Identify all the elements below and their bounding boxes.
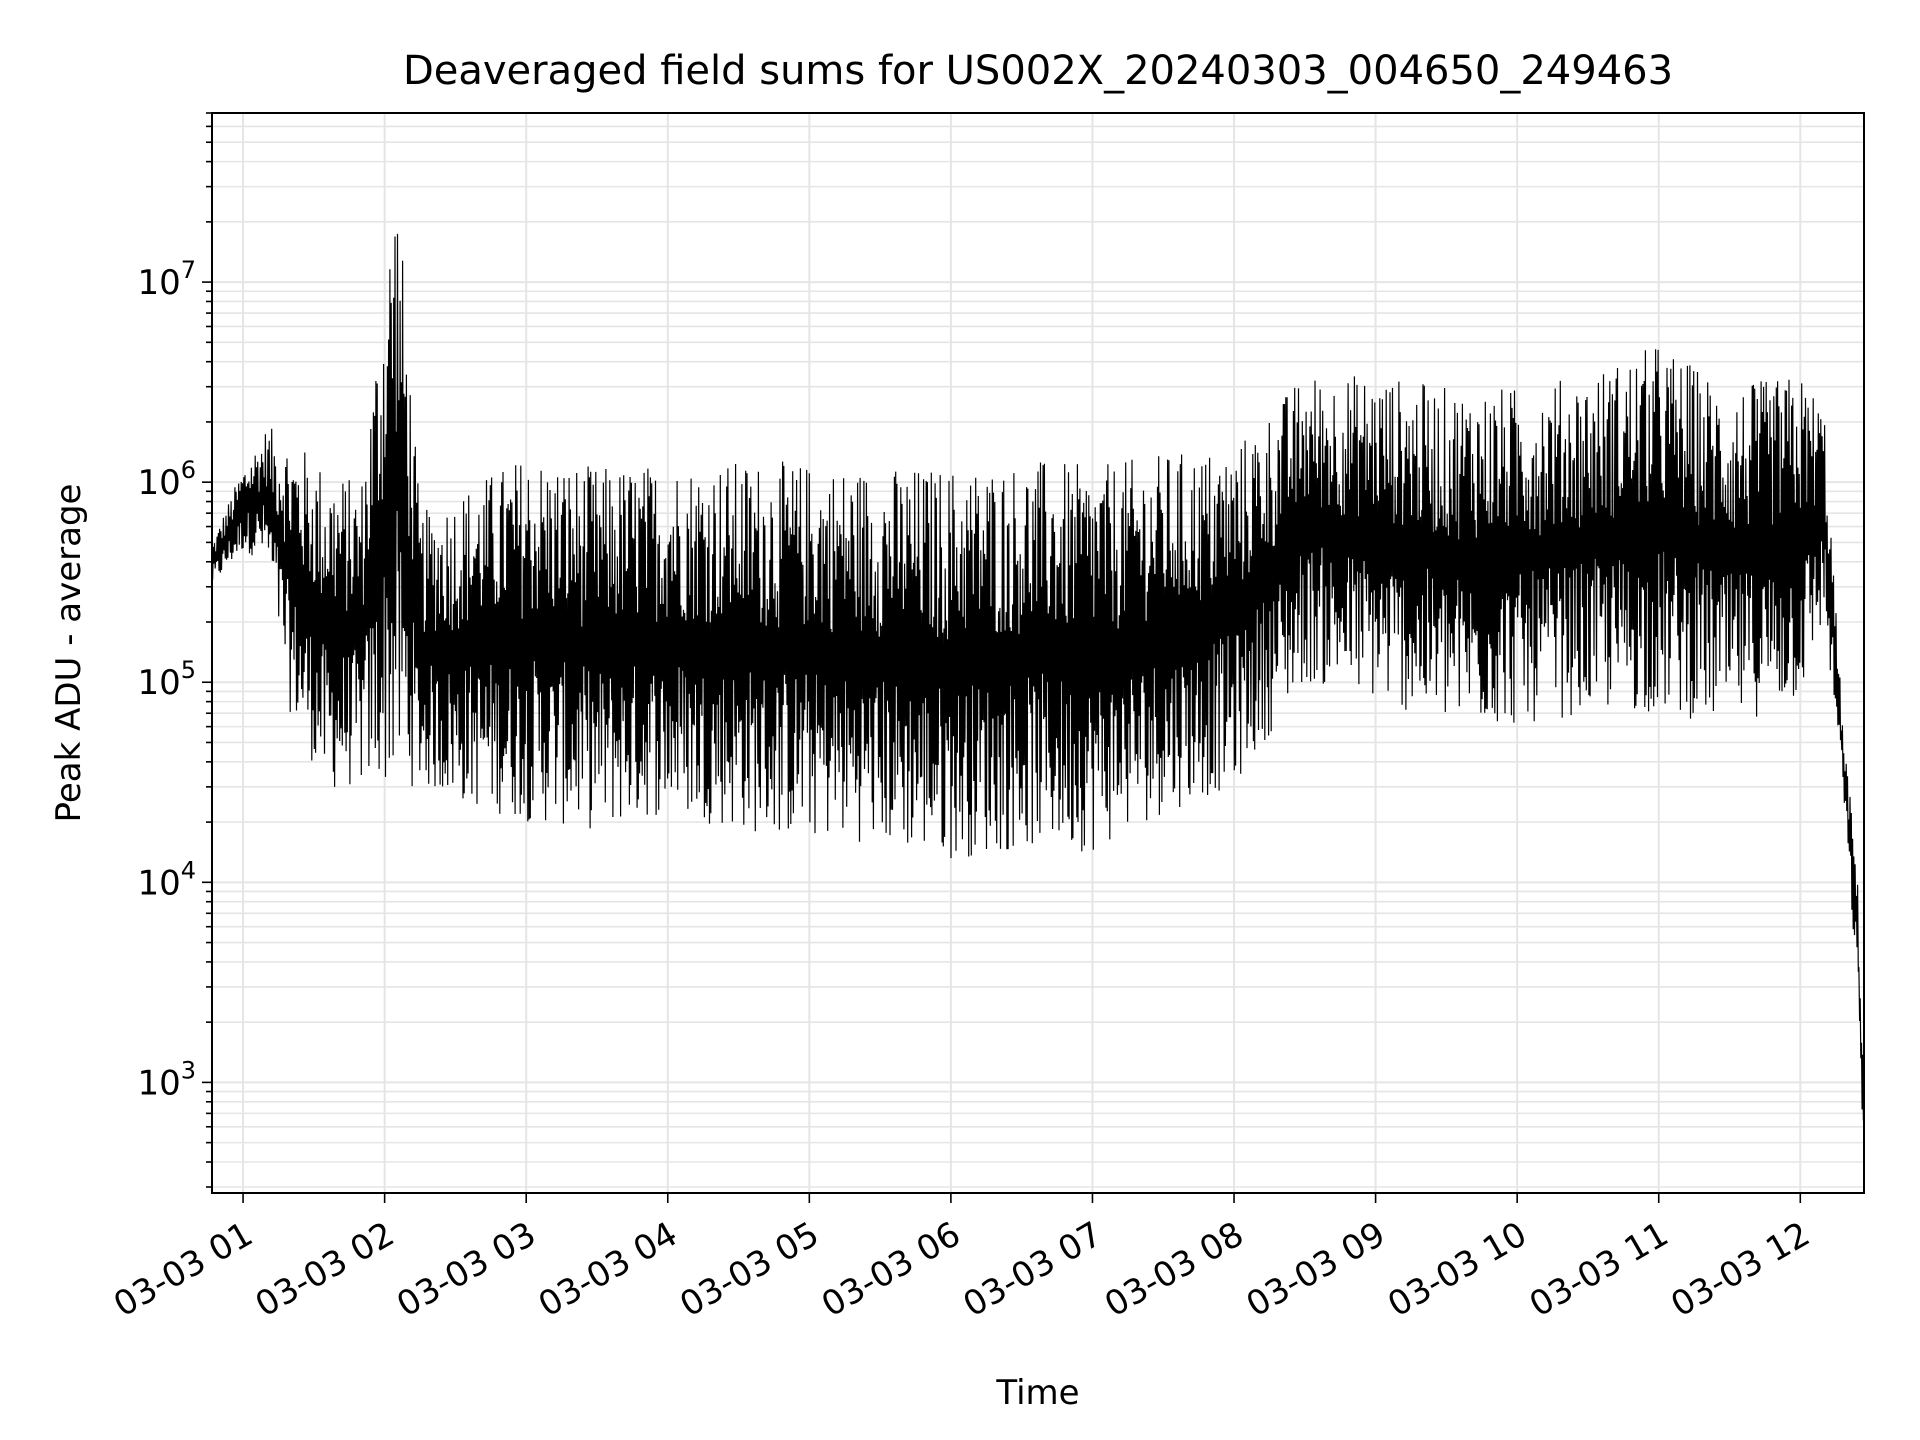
y-tick-label: 104: [137, 856, 196, 903]
y-tick-label: 107: [137, 256, 196, 303]
x-tick-label: 03-03 09: [1240, 1214, 1392, 1325]
y-tick-label: 105: [137, 656, 196, 703]
x-tick-label: 03-03 05: [673, 1214, 825, 1325]
y-tick-label: 103: [137, 1056, 196, 1103]
x-axis-label: Time: [995, 1373, 1079, 1413]
series-trace: [211, 233, 1865, 1121]
x-tick-label: 03-03 08: [1098, 1214, 1250, 1325]
x-tick-label: 03-03 02: [249, 1214, 401, 1325]
y-axis: 103 104 105 106 107: [137, 112, 212, 1188]
x-tick-label: 03-03 12: [1664, 1214, 1816, 1325]
series-line: [211, 233, 1865, 1121]
x-tick-label: 03-03 11: [1523, 1214, 1675, 1325]
chart-title: Deaveraged field sums for US002X_2024030…: [403, 48, 1673, 94]
x-tick-label: 03-03 01: [107, 1214, 259, 1325]
y-axis-label: Peak ADU - average: [49, 484, 89, 823]
y-tick-label: 106: [137, 456, 196, 503]
x-tick-label: 03-03 04: [532, 1214, 684, 1325]
x-tick-label: 03-03 06: [815, 1214, 967, 1325]
x-tick-label: 03-03 03: [390, 1214, 542, 1325]
x-tick-label: 03-03 10: [1381, 1214, 1533, 1325]
x-tick-label: 03-03 07: [957, 1214, 1109, 1325]
plot-frame: [211, 112, 1865, 1194]
